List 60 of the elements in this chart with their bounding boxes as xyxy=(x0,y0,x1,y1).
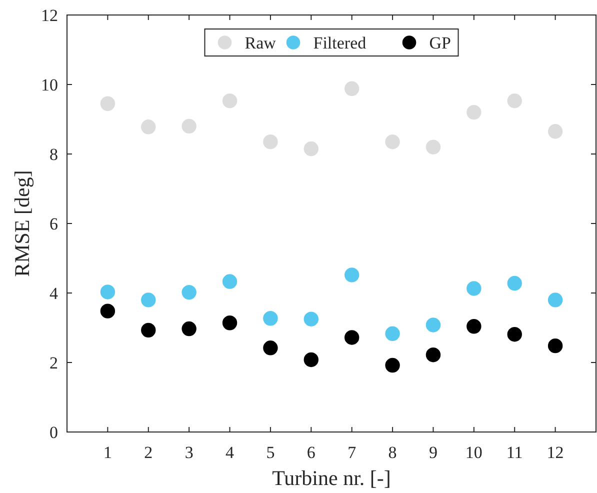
point xyxy=(426,318,441,332)
x-tick-label: 11 xyxy=(506,443,523,462)
x-tick-label: 5 xyxy=(266,443,275,462)
y-tick-label: 6 xyxy=(50,214,58,234)
point xyxy=(222,316,238,330)
x-tick-label: 2 xyxy=(144,443,153,462)
x-axis-title: Turbine nr. [-] xyxy=(272,466,391,490)
x-tick-label: 7 xyxy=(348,443,357,462)
y-axis-title: RMSE [deg] xyxy=(10,170,34,277)
x-tick-label: 12 xyxy=(546,443,564,462)
point xyxy=(182,284,196,300)
point xyxy=(222,93,238,108)
point xyxy=(548,124,563,139)
point xyxy=(466,281,482,296)
point xyxy=(182,118,196,134)
point xyxy=(304,141,319,156)
point xyxy=(263,134,278,150)
point xyxy=(507,327,522,342)
point xyxy=(344,268,360,282)
point xyxy=(426,348,441,362)
x-tick-label: 10 xyxy=(465,443,482,462)
y-tick-label: 4 xyxy=(50,284,58,303)
x-tick-label: 3 xyxy=(184,443,194,462)
point xyxy=(344,81,360,96)
point xyxy=(100,96,116,111)
point xyxy=(141,120,156,134)
point xyxy=(304,312,319,326)
point xyxy=(100,304,116,318)
point xyxy=(263,340,278,356)
y-tick-label: 12 xyxy=(41,6,58,25)
point xyxy=(548,338,563,354)
point xyxy=(466,104,482,120)
x-tick-label: 6 xyxy=(306,443,316,462)
legend-label: Raw xyxy=(244,33,277,52)
point xyxy=(222,274,238,289)
point xyxy=(141,292,156,308)
x-tick-label: 4 xyxy=(226,443,235,462)
x-tick-label: 8 xyxy=(388,443,397,462)
point xyxy=(263,311,278,326)
point xyxy=(466,319,482,334)
point xyxy=(344,330,360,345)
point xyxy=(304,352,319,368)
point xyxy=(507,276,522,291)
point xyxy=(426,140,441,154)
y-tick-label: 2 xyxy=(50,353,58,372)
x-tick-label: 1 xyxy=(103,443,112,462)
point xyxy=(182,321,196,336)
y-tick-label: 0 xyxy=(50,422,58,442)
point xyxy=(385,326,400,341)
y-tick-label: 8 xyxy=(50,144,58,164)
point xyxy=(385,358,400,373)
point xyxy=(507,93,522,108)
point xyxy=(385,134,400,150)
legend-label: GP xyxy=(429,33,451,52)
legend-label: Filtered xyxy=(313,33,367,52)
point xyxy=(141,322,156,338)
point xyxy=(548,292,563,308)
y-tick-label: 10 xyxy=(41,75,58,94)
x-tick-label: 9 xyxy=(428,443,438,462)
point xyxy=(100,284,116,300)
